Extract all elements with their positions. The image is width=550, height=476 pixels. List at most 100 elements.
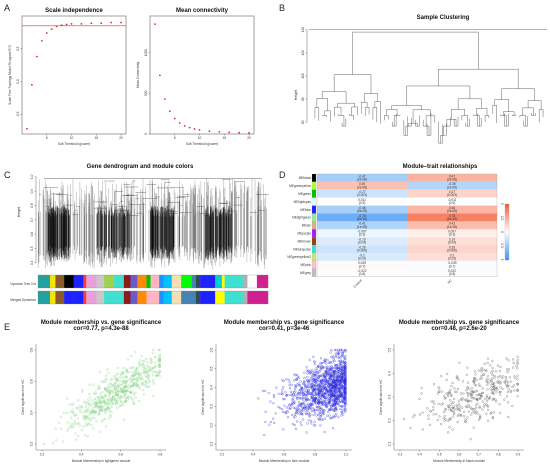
data-point (293, 379, 296, 382)
data-point (486, 419, 490, 422)
data-point (304, 394, 307, 397)
data-point (338, 382, 341, 385)
data-point (294, 408, 298, 411)
data-point (450, 385, 453, 388)
data-point (299, 380, 302, 383)
data-point (77, 417, 80, 420)
dynamic-tree-cut-bar-segment (130, 275, 138, 288)
data-point (330, 405, 333, 408)
dendrogram-branch (322, 91, 347, 104)
data-point (341, 354, 344, 357)
data-point (113, 383, 116, 386)
data-point (344, 390, 347, 393)
data-point (336, 376, 339, 379)
data-point (96, 403, 99, 407)
data-point (305, 390, 308, 393)
data-point (298, 383, 301, 387)
data-point (340, 405, 343, 408)
data-point (311, 390, 315, 393)
data-point (131, 366, 134, 369)
heatmap-cell-value: 0.2 (450, 253, 455, 257)
data-point (449, 399, 452, 402)
data-point (337, 375, 341, 378)
x-tick-label: 0.8 (313, 453, 318, 457)
data-point (339, 399, 342, 402)
data-point (308, 369, 312, 373)
data-point (305, 399, 308, 402)
data-point (484, 368, 487, 372)
data-point (513, 389, 516, 392)
data-point (329, 387, 333, 390)
heatmap-cell-pvalue: (1e-05) (357, 225, 367, 229)
data-point (97, 405, 101, 409)
dynamic-tree-cut-bar-segment (83, 275, 87, 288)
legend-step (505, 232, 509, 234)
data-point (459, 392, 462, 395)
data-point (158, 357, 161, 360)
data-point (486, 408, 490, 412)
data-point (309, 377, 313, 380)
data-point (297, 401, 301, 404)
mm-gs-lightgreen-plot: Module membership vs. gene significancec… (21, 320, 166, 463)
data-point (318, 393, 321, 396)
data-point (296, 397, 299, 400)
data-point (301, 402, 304, 405)
data-point (491, 366, 494, 370)
data-point (134, 396, 137, 399)
data-point (120, 383, 123, 387)
data-point (135, 378, 138, 381)
data-point (146, 361, 149, 364)
data-point (328, 365, 331, 368)
data-point (103, 396, 106, 399)
module-trait-title: Module–trait relationships (403, 164, 478, 170)
data-point (491, 416, 494, 420)
merged-dynamics-bar-segment (146, 291, 151, 304)
data-point (508, 376, 511, 379)
y-tick-label: 0.2 (30, 442, 34, 447)
y-axis-label: Scale Free Topology Model Fit,signed R^2 (8, 45, 12, 105)
data-point (323, 409, 326, 412)
data-point (334, 401, 337, 404)
data-point (465, 399, 468, 402)
legend-step (505, 233, 509, 235)
data-point (313, 420, 316, 423)
data-point (344, 379, 347, 382)
module-color-swatch (311, 197, 317, 206)
data-point (318, 370, 321, 373)
data-point (150, 368, 153, 371)
dynamic-tree-cut-bar-segment (224, 275, 233, 288)
dynamic-tree-cut-bar-segment (200, 275, 208, 288)
data-point (111, 403, 115, 406)
module-name: MEbrown (298, 239, 312, 243)
legend-step (505, 226, 509, 228)
data-point (479, 368, 483, 371)
data-point (283, 398, 286, 401)
data-point (102, 418, 105, 421)
data-point (86, 435, 90, 438)
data-point (321, 395, 324, 398)
data-point (322, 360, 326, 363)
data-point (482, 373, 485, 376)
data-point (456, 377, 459, 380)
data-point (341, 398, 344, 401)
legend-step (505, 246, 509, 248)
data-point (121, 403, 125, 407)
data-point (432, 409, 435, 412)
data-point (136, 384, 139, 387)
data-point (486, 357, 489, 360)
module-name: MEgreen (298, 192, 311, 196)
data-point (445, 392, 448, 395)
data-point (474, 390, 477, 393)
data-point (147, 369, 150, 373)
data-point (334, 385, 337, 388)
data-point (319, 397, 323, 400)
data-point (443, 415, 446, 418)
data-point (340, 387, 343, 390)
data-point (418, 397, 421, 400)
data-point (511, 386, 514, 389)
data-point (120, 21, 122, 24)
data-point (312, 408, 316, 411)
data-point (284, 391, 287, 394)
x-axis-label: Soft Threshold (power) (186, 142, 218, 146)
dynamic-tree-cut-bar-segment (221, 275, 225, 288)
